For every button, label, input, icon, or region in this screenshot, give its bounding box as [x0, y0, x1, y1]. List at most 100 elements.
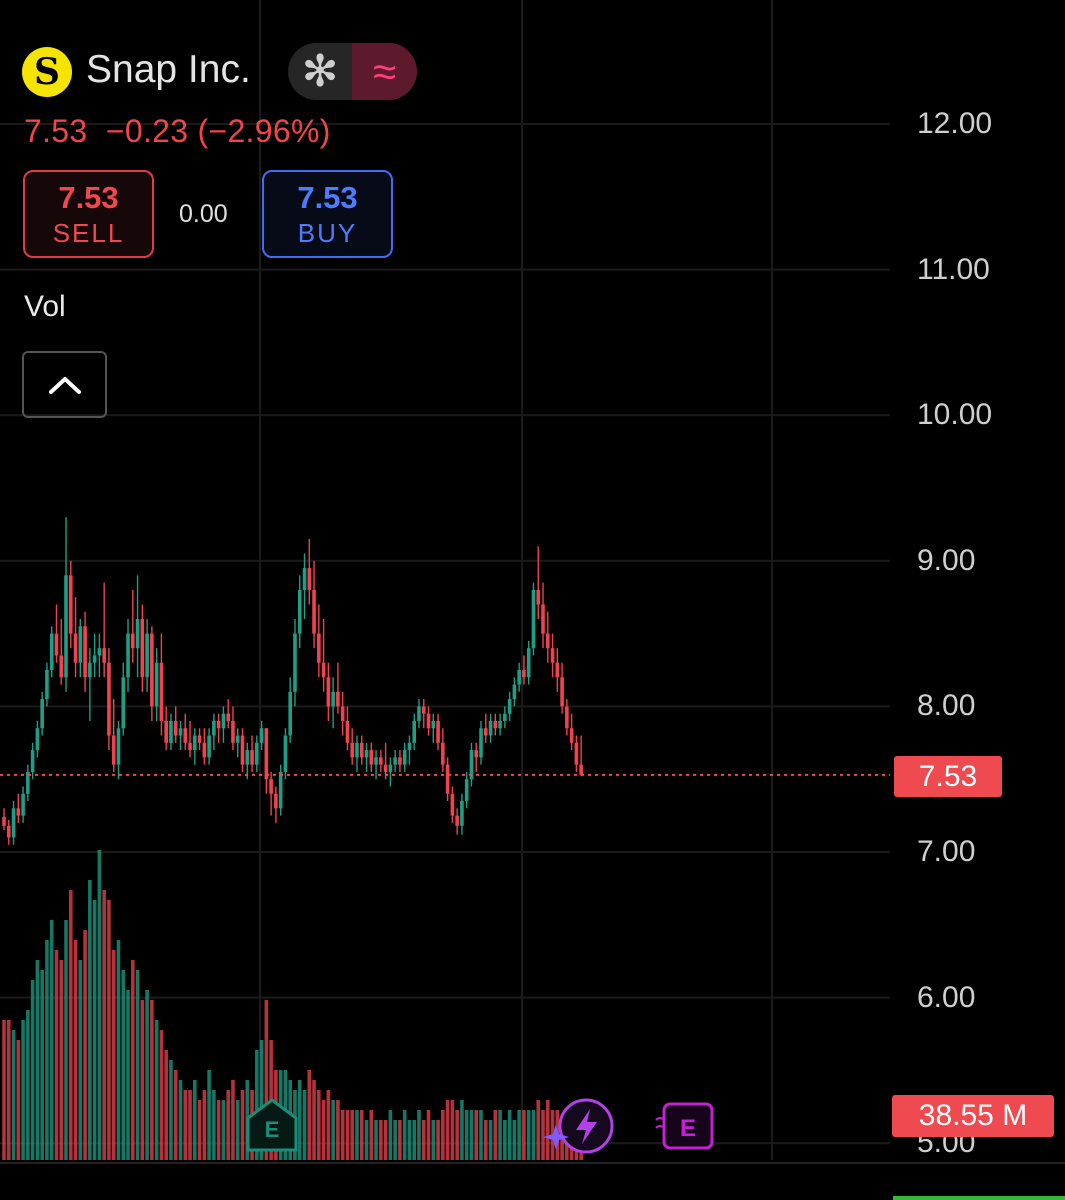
candle-body — [116, 728, 121, 765]
candle-body — [202, 742, 207, 758]
candle-body — [21, 793, 25, 816]
volume-bar — [102, 890, 106, 1160]
y-tick-label: 6.00 — [917, 980, 976, 1014]
volume-bar — [21, 1020, 25, 1160]
volume-bar — [531, 1110, 536, 1160]
volume-bar — [26, 1010, 30, 1160]
candle-body — [550, 648, 555, 663]
volume-bar — [231, 1080, 235, 1160]
candle-body — [159, 662, 164, 721]
chevron-up-icon — [48, 376, 81, 394]
volume-bar — [359, 1110, 364, 1160]
candle-body — [183, 728, 188, 743]
volume-bar — [512, 1120, 517, 1160]
volume-bar — [450, 1100, 455, 1160]
candle-body — [216, 720, 221, 729]
volume-bar — [6, 1020, 11, 1160]
volume-bar — [493, 1110, 498, 1160]
volume-bar — [331, 1100, 335, 1160]
volume-bar — [488, 1120, 493, 1160]
candle-body — [11, 808, 16, 838]
candle-body — [88, 662, 92, 678]
candle-body — [83, 626, 87, 678]
indicator-toggle[interactable]: ✻ ≈ — [288, 43, 417, 100]
buy-button[interactable]: 7.53 BUY — [262, 170, 393, 258]
volume-bar — [321, 1100, 326, 1160]
volume-bar — [302, 1090, 307, 1160]
candle-body — [569, 728, 574, 743]
candle-body — [154, 662, 159, 707]
candle-body — [526, 648, 531, 678]
candle-body — [364, 750, 369, 758]
earnings-E-icon: E — [246, 1098, 298, 1152]
volume-bar — [164, 1050, 168, 1160]
volume-bar — [188, 1090, 192, 1160]
volume-bar — [226, 1090, 230, 1160]
volume-bar — [441, 1110, 445, 1160]
candle-body — [503, 713, 507, 721]
candle-body — [35, 728, 40, 751]
volume-bar — [436, 1120, 440, 1160]
sell-button[interactable]: 7.53 SELL — [23, 170, 154, 258]
volume-label: Vol — [24, 290, 66, 323]
volume-bar — [369, 1110, 374, 1160]
candle-body — [235, 735, 240, 743]
candle-body — [393, 757, 397, 765]
asterisk-icon[interactable]: ✻ — [301, 47, 339, 96]
candle-body — [555, 662, 560, 678]
chart-grid — [0, 0, 1065, 1164]
volume-bar — [350, 1110, 355, 1160]
candle-body — [193, 735, 197, 751]
volume-bar — [235, 1100, 240, 1160]
volume-bar — [64, 920, 68, 1160]
collapse-button[interactable] — [22, 351, 107, 418]
candle-body — [336, 691, 340, 707]
candle-body — [269, 779, 273, 794]
candle-body — [6, 825, 11, 838]
volume-bar — [364, 1120, 369, 1160]
approx-icon[interactable]: ≈ — [352, 43, 417, 100]
candle-body — [417, 706, 421, 721]
last-volume-tag: 38.55 M — [892, 1095, 1054, 1137]
candle-body — [245, 750, 250, 765]
volume-bar — [140, 1000, 145, 1160]
volume-bar — [212, 1090, 216, 1160]
candle-body — [121, 677, 126, 729]
candle-body — [49, 633, 54, 670]
candle-body — [59, 655, 64, 678]
volume-bar — [479, 1110, 483, 1160]
candle-body — [402, 750, 407, 765]
candle-body — [302, 568, 307, 590]
volume-bar — [412, 1120, 417, 1160]
candle-body — [274, 793, 278, 809]
volume-bar — [178, 1080, 183, 1160]
candle-body — [536, 589, 541, 605]
volume-bar — [97, 850, 102, 1160]
candle-body — [283, 735, 288, 772]
candle-body — [26, 771, 30, 794]
volume-bar — [197, 1100, 202, 1160]
volume-bar — [111, 950, 116, 1160]
candle-body — [350, 742, 355, 758]
last-price-tag: 7.53 — [894, 756, 1002, 797]
volume-bar — [317, 1090, 321, 1160]
volume-bar — [216, 1100, 221, 1160]
candle-body — [441, 742, 445, 765]
volume-bar — [159, 1030, 164, 1160]
earnings-E-box — [662, 1102, 714, 1150]
volume-bar — [355, 1110, 359, 1160]
volume-bar — [526, 1110, 531, 1160]
candle-body — [460, 801, 464, 826]
y-tick-label: 7.00 — [917, 835, 976, 868]
candle-body — [145, 633, 149, 678]
candle-body — [545, 633, 550, 649]
y-tick-label: 10.00 — [917, 398, 993, 432]
volume-bar — [255, 1050, 259, 1160]
volume-bar — [560, 1120, 564, 1160]
candle-body — [197, 735, 202, 743]
candle-body — [188, 742, 192, 751]
volume-bar — [469, 1110, 474, 1160]
candle-body — [92, 655, 97, 663]
earnings-E-letter: E — [680, 1115, 696, 1142]
